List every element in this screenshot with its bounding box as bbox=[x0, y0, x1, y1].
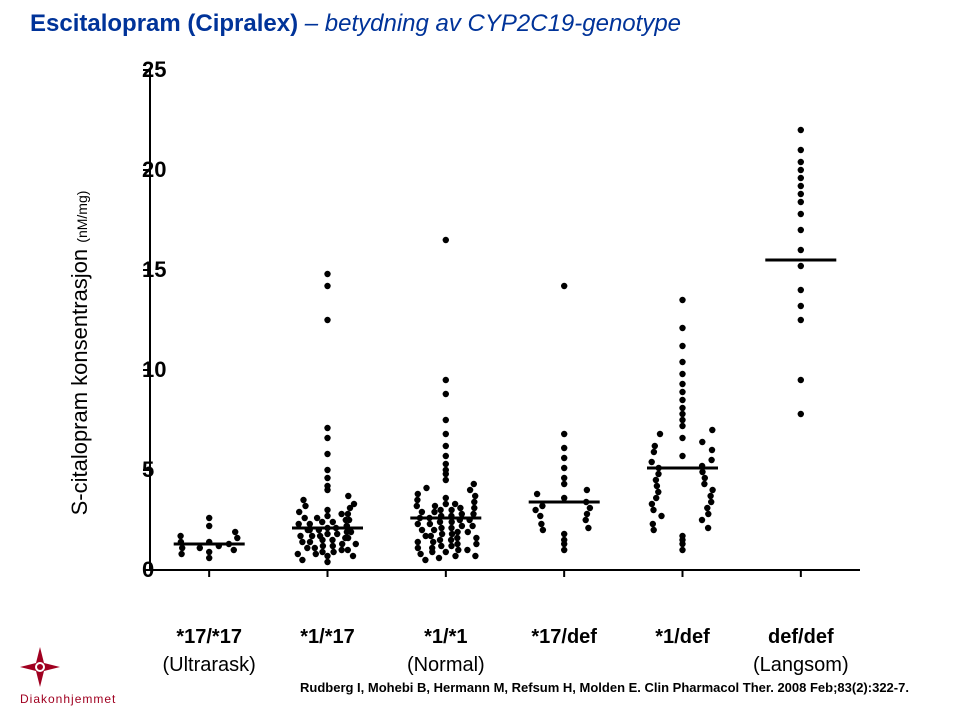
scatter-chart: 0510152025*17/*17(Ultrarask)*1/*17*1/*1(… bbox=[120, 60, 880, 620]
page-title: Escitalopram (Cipralex) – betydning av C… bbox=[30, 10, 681, 38]
logo-text: Diakonhjemmet bbox=[20, 692, 116, 706]
x-tick-label: *1/def bbox=[655, 626, 709, 649]
citation: Rudberg I, Mohebi B, Hermann M, Refsum H… bbox=[300, 680, 909, 695]
title-sep: – bbox=[298, 10, 325, 37]
series-c3 bbox=[410, 237, 481, 563]
x-tick-label: *1/*17 bbox=[300, 626, 355, 649]
series-c5 bbox=[647, 297, 718, 553]
series-c1 bbox=[174, 515, 245, 561]
x-tick-label: *17/*17 bbox=[176, 626, 242, 649]
logo: Diakonhjemmet bbox=[20, 647, 116, 706]
series-c6 bbox=[765, 127, 836, 417]
x-sub-label: (Ultrarask) bbox=[162, 654, 255, 677]
chart-svg bbox=[120, 60, 880, 620]
x-sub-label: (Normal) bbox=[407, 654, 485, 677]
series-c2 bbox=[292, 271, 363, 565]
title-main: Escitalopram (Cipralex) bbox=[30, 10, 298, 37]
y-axis-label: S-citalopram konsentrasjon (nM/mg) bbox=[67, 93, 93, 613]
ylabel-unit: (nM/mg) bbox=[74, 191, 90, 243]
title-sub: betydning av CYP2C19-genotype bbox=[325, 10, 681, 37]
ylabel-main: S-citalopram konsentrasjon bbox=[67, 243, 92, 516]
x-sub-label: (Langsom) bbox=[753, 654, 849, 677]
x-tick-label: def/def bbox=[768, 626, 834, 649]
x-tick-label: *1/*1 bbox=[424, 626, 467, 649]
x-tick-label: *17/def bbox=[531, 626, 597, 649]
series-c4 bbox=[529, 283, 600, 553]
logo-icon bbox=[20, 647, 60, 687]
ylabel-container: S-citalopram konsentrasjon (nM/mg) bbox=[60, 60, 100, 620]
